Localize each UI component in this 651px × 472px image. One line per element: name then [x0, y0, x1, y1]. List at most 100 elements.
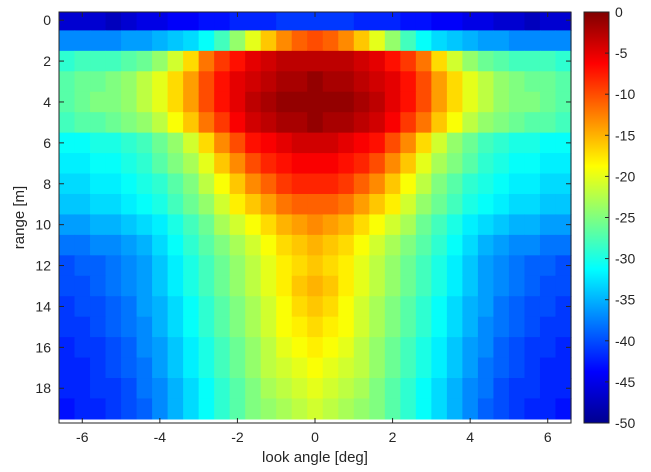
heatmap-cell — [260, 71, 277, 93]
heatmap-cell — [136, 234, 153, 256]
heatmap-cell — [152, 153, 169, 175]
heatmap-cell — [105, 275, 122, 297]
heatmap-cell — [322, 71, 339, 93]
heatmap-cell — [400, 112, 417, 134]
y-tick-label: 14 — [35, 298, 51, 314]
heatmap-cell — [245, 337, 262, 359]
heatmap-cell — [524, 50, 541, 72]
heatmap-cell — [353, 153, 370, 175]
heatmap-cell — [291, 255, 308, 277]
heatmap-cell — [384, 153, 401, 175]
heatmap-cell — [74, 153, 91, 175]
colorbar-tick-label: 0 — [615, 4, 623, 20]
heatmap-cell — [260, 132, 277, 154]
heatmap-cell — [260, 378, 277, 400]
heatmap-cell — [446, 50, 463, 72]
heatmap-cell — [400, 296, 417, 318]
y-tick-label: 0 — [43, 12, 51, 28]
heatmap-cell — [152, 255, 169, 277]
heatmap-cell — [338, 214, 355, 236]
heatmap-cell — [400, 378, 417, 400]
heatmap-cell — [508, 30, 526, 52]
heatmap-cell — [167, 30, 184, 52]
heatmap-cell — [291, 132, 308, 154]
heatmap-cell — [400, 30, 417, 52]
heatmap-cell — [198, 91, 215, 113]
heatmap-cell — [260, 357, 277, 379]
heatmap-cell — [121, 316, 138, 338]
heatmap-cell — [431, 193, 448, 216]
heatmap-cell — [431, 337, 448, 359]
heatmap-cell — [477, 112, 495, 134]
heatmap-cell — [462, 234, 479, 256]
heatmap-cell — [105, 91, 122, 113]
heatmap-cell — [307, 30, 324, 52]
heatmap-cell — [384, 193, 401, 216]
heatmap-cell — [539, 214, 557, 236]
heatmap-cell — [493, 91, 510, 113]
heatmap-cell — [90, 71, 107, 93]
heatmap-cell — [524, 91, 541, 113]
heatmap-cell — [136, 337, 153, 359]
heatmap-cell — [276, 357, 293, 379]
heatmap-cell — [307, 193, 324, 216]
heatmap-cell — [59, 132, 76, 154]
heatmap-cell — [322, 12, 339, 32]
heatmap-cell — [291, 30, 308, 52]
heatmap-cell — [338, 193, 355, 216]
heatmap-cell — [338, 50, 355, 72]
heatmap-cell — [384, 398, 401, 420]
heatmap-cell — [105, 193, 122, 216]
heatmap-cell — [245, 173, 262, 195]
heatmap-cell — [121, 153, 138, 175]
heatmap-cell — [152, 398, 169, 420]
heatmap-cell — [214, 398, 231, 420]
heatmap-cell — [214, 71, 231, 93]
heatmap-cell — [384, 112, 401, 134]
heatmap-cell — [384, 50, 401, 72]
heatmap-cell — [415, 398, 432, 420]
heatmap-cell — [508, 357, 526, 379]
heatmap-cell — [322, 193, 339, 216]
heatmap-cell — [477, 398, 495, 420]
heatmap-cell — [539, 193, 557, 216]
heatmap-cell — [555, 112, 572, 134]
heatmap-cell — [121, 173, 138, 195]
heatmap-cell — [136, 91, 153, 113]
heatmap-cell — [338, 357, 355, 379]
heatmap-cell — [508, 91, 526, 113]
heatmap-cell — [136, 112, 153, 134]
heatmap-cell — [384, 30, 401, 52]
heatmap-cell — [369, 275, 386, 297]
colorbar-tick-label: -15 — [615, 127, 635, 143]
heatmap-cell — [260, 173, 277, 195]
heatmap-cell — [214, 193, 231, 216]
heatmap-cell — [446, 296, 463, 318]
heatmap-cell — [400, 12, 417, 32]
heatmap-cell — [369, 316, 386, 338]
heatmap-cell — [555, 132, 572, 154]
heatmap-cell — [338, 12, 355, 32]
heatmap-cell — [384, 296, 401, 318]
heatmap-cell — [338, 234, 355, 256]
heatmap-cell — [446, 398, 463, 420]
heatmap-cell — [493, 71, 510, 93]
heatmap-cell — [90, 153, 107, 175]
x-tick-label: -6 — [76, 429, 89, 445]
heatmap-cell — [105, 30, 122, 52]
heatmap-cell — [121, 275, 138, 297]
heatmap-cell — [446, 71, 463, 93]
heatmap-cell — [152, 275, 169, 297]
heatmap-cell — [524, 398, 541, 420]
heatmap-cell — [400, 173, 417, 195]
heatmap-cell — [276, 193, 293, 216]
heatmap-cell — [152, 50, 169, 72]
heatmap-cell — [229, 173, 246, 195]
heatmap-cell — [167, 214, 184, 236]
heatmap-cell — [291, 214, 308, 236]
heatmap-cell — [198, 153, 215, 175]
heatmap-cell — [121, 193, 138, 216]
heatmap-cell — [555, 357, 572, 379]
heatmap-cell — [338, 30, 355, 52]
heatmap-cell — [59, 30, 76, 52]
